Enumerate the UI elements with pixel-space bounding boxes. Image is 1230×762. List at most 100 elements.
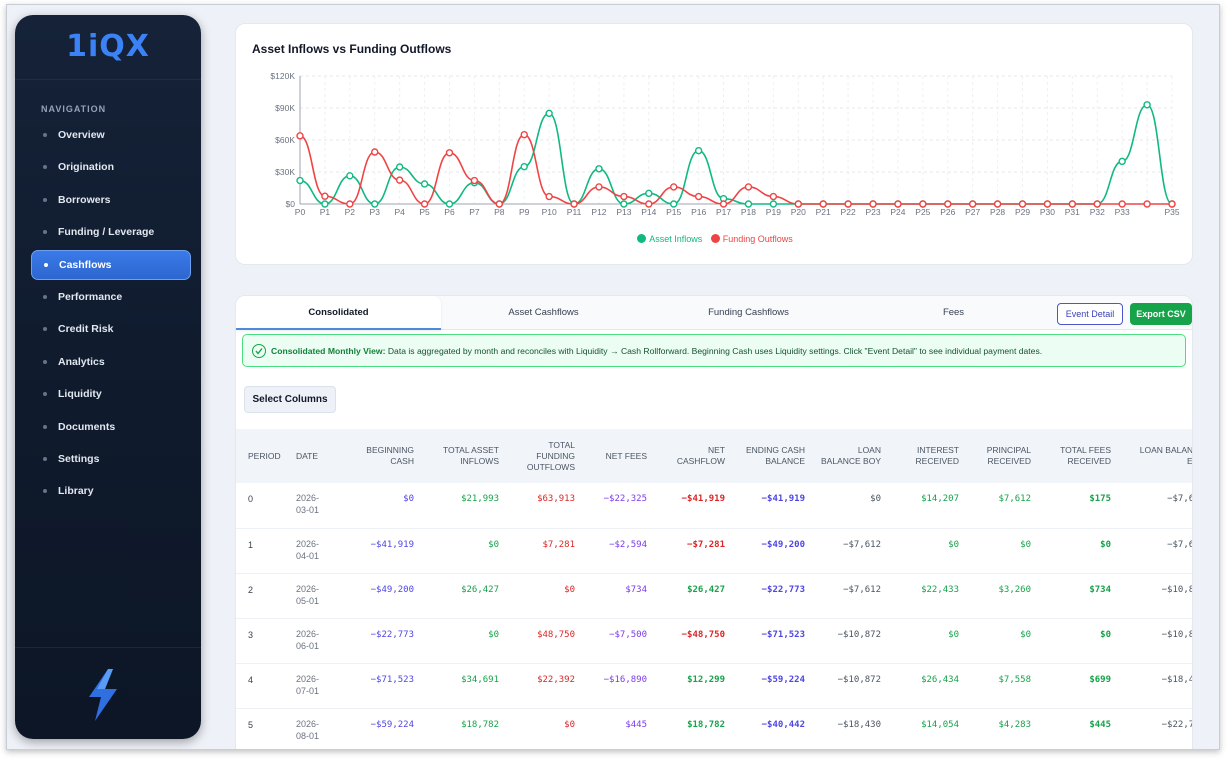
export-csv-button[interactable]: Export CSV — [1130, 303, 1192, 325]
chart-card: Asset Inflows vs Funding Outflows $0 $30K… — [235, 23, 1193, 265]
tab-asset-cashflows[interactable]: Asset Cashflows — [508, 307, 579, 318]
funding-outflow-point — [645, 200, 653, 208]
funding-outflow-point — [919, 200, 927, 208]
table-row[interactable]: 5 2026- 08-01 −$59,224 $18,782 $0 $445 $18,782−… — [236, 708, 1192, 749]
x-tick-label: P29 — [1015, 207, 1030, 217]
event-detail-button[interactable]: Event Detail — [1057, 303, 1123, 325]
table-cell: $7,281 — [505, 528, 581, 574]
sidebar-item-credit-risk[interactable]: Credit Risk — [31, 314, 191, 344]
table-cell: −$10,872 — [811, 618, 887, 664]
funding-outflow-point — [570, 200, 578, 208]
x-tick-label: P26 — [940, 207, 955, 217]
funding-outflow-point — [371, 148, 379, 156]
table-row[interactable]: 2 2026- 05-01 −$49,200 $26,427 $0 $734 $26,427−… — [236, 573, 1192, 619]
sidebar-item-origination[interactable]: Origination — [31, 152, 191, 182]
sidebar-item-liquidity[interactable]: Liquidity — [31, 379, 191, 409]
table-cell: $3,260 — [965, 573, 1037, 619]
column-header[interactable]: Total Fees Received — [1037, 429, 1117, 483]
table-row[interactable]: 4 2026- 07-01 −$71,523 $34,691 $22,392 −$16,89… — [236, 663, 1192, 709]
column-header[interactable]: Period — [236, 429, 290, 483]
column-header[interactable]: Ending Cash Balance — [731, 429, 811, 483]
x-tick-label: P16 — [691, 207, 706, 217]
column-header[interactable]: Loan Balance BOY — [811, 429, 887, 483]
asset-inflow-point — [694, 146, 703, 155]
table-cell: $0 — [505, 573, 581, 619]
funding-outflow-point — [1168, 200, 1176, 208]
sidebar-item-label: Cashflows — [59, 258, 112, 271]
line-chart[interactable]: $0 $30K $60K $90K $120K P0 P1 P2 P3 P4 P5 P6 P7 P8 P9 P… — [236, 24, 1194, 239]
table-cell: $34,691 — [420, 663, 505, 709]
x-tick-label: P11 — [567, 207, 582, 217]
table-cell: 2026- 07-01 — [290, 663, 340, 709]
column-header[interactable]: Total Funding Outflows — [505, 429, 581, 483]
x-tick-label: P27 — [965, 207, 980, 217]
tab-funding-cashflows[interactable]: Funding Cashflows — [708, 307, 789, 318]
tab-fees[interactable]: Fees — [942, 307, 965, 318]
sidebar-item-library[interactable]: Library — [31, 476, 191, 506]
asset-inflow-point — [1143, 101, 1151, 109]
asset-inflow-point — [420, 180, 429, 188]
funding-outflow-point — [1068, 200, 1077, 208]
asset-inflow-point — [620, 200, 628, 208]
asset-inflow-point — [346, 172, 354, 180]
date-text: 2026- 06-01 — [296, 628, 320, 651]
x-tick-label: P6 — [444, 207, 455, 217]
table-cell: $18,782 — [420, 708, 505, 749]
column-header[interactable]: Loan Balance EOY — [1117, 429, 1192, 483]
table-cell: −$10,872 — [1117, 618, 1192, 664]
legend-asset-inflows[interactable]: Asset Inflows — [637, 234, 702, 244]
tab-consolidated[interactable]: Consolidated — [236, 296, 441, 330]
funding-outflow-point — [545, 192, 553, 201]
funding-outflow-point — [993, 200, 1002, 208]
table-cell: −$71,523 — [731, 618, 811, 664]
table-row[interactable]: 0 2026- 03-01 $0 $21,993 $63,913 −$22,325 −$41,… — [236, 483, 1192, 529]
x-tick-label: P30 — [1040, 207, 1055, 217]
table-cell: $0 — [420, 618, 505, 664]
column-header[interactable]: Date — [290, 429, 340, 483]
asset-inflows-line — [299, 103, 1173, 205]
sidebar-item-documents[interactable]: Documents — [31, 412, 191, 442]
sidebar-item-settings[interactable]: Settings — [31, 444, 191, 474]
sidebar-item-performance[interactable]: Performance — [31, 282, 191, 312]
table-cell: $26,434 — [887, 663, 965, 709]
table-row[interactable]: 1 2026- 04-01 −$41,919 $0 $7,281 −$2,594 −$7,28… — [236, 528, 1192, 574]
select-columns-button[interactable]: Select Columns — [244, 386, 336, 413]
sidebar-item-funding-leverage[interactable]: Funding / Leverage — [31, 217, 191, 247]
column-header[interactable]: Net Cashflow — [653, 429, 731, 483]
funding-outflows-line — [299, 133, 1172, 205]
funding-outflow-point — [595, 183, 603, 191]
funding-outflow-point — [670, 183, 678, 191]
column-header[interactable]: Net Fees — [581, 429, 653, 483]
column-header[interactable]: Beginning Cash — [340, 429, 420, 483]
bullet-icon — [43, 359, 47, 364]
table-cell: −$10,872 — [1117, 573, 1192, 619]
column-header[interactable]: Total Asset Inflows — [420, 429, 505, 483]
table-cell: 2026- 06-01 — [290, 618, 340, 664]
x-tick-label: P7 — [469, 207, 480, 217]
sidebar-item-analytics[interactable]: Analytics — [31, 347, 191, 377]
legend-funding-outflows[interactable]: Funding Outflows — [710, 234, 793, 244]
bullet-icon — [43, 392, 47, 397]
table-row[interactable]: 3 2026- 06-01 −$22,773 $0 $48,750 −$7,500 −$48,… — [236, 618, 1192, 664]
table-cell: −$40,442 — [731, 708, 811, 749]
sidebar-item-overview[interactable]: Overview — [31, 120, 191, 150]
x-tick-label: P31 — [1065, 207, 1080, 217]
table-cell: −$41,919 — [731, 483, 811, 529]
legend-swatch-icon — [710, 234, 720, 243]
sidebar-item-cashflows[interactable]: Cashflows — [31, 249, 191, 280]
sidebar: 1iQX NAVIGATION Overview Origination Borro… — [15, 15, 201, 739]
asset-inflow-point — [445, 200, 454, 208]
table-cell: −$59,224 — [340, 708, 420, 749]
chart-legend: Asset Inflows Funding Outflows — [236, 234, 1194, 244]
table-cell: 2026- 05-01 — [290, 573, 340, 619]
x-tick-label: P17 — [716, 207, 731, 217]
sidebar-item-label: Performance — [58, 290, 123, 303]
table-cell: $21,993 — [420, 483, 505, 529]
y-tick-label: $120K — [270, 71, 295, 81]
column-header[interactable]: Principal Received — [965, 429, 1037, 483]
table-cell: −$41,919 — [653, 483, 731, 529]
x-tick-label: P8 — [494, 207, 505, 217]
app-logo[interactable]: 1iQX — [66, 29, 150, 64]
sidebar-item-borrowers[interactable]: Borrowers — [31, 185, 191, 215]
column-header[interactable]: Interest Received — [887, 429, 965, 483]
